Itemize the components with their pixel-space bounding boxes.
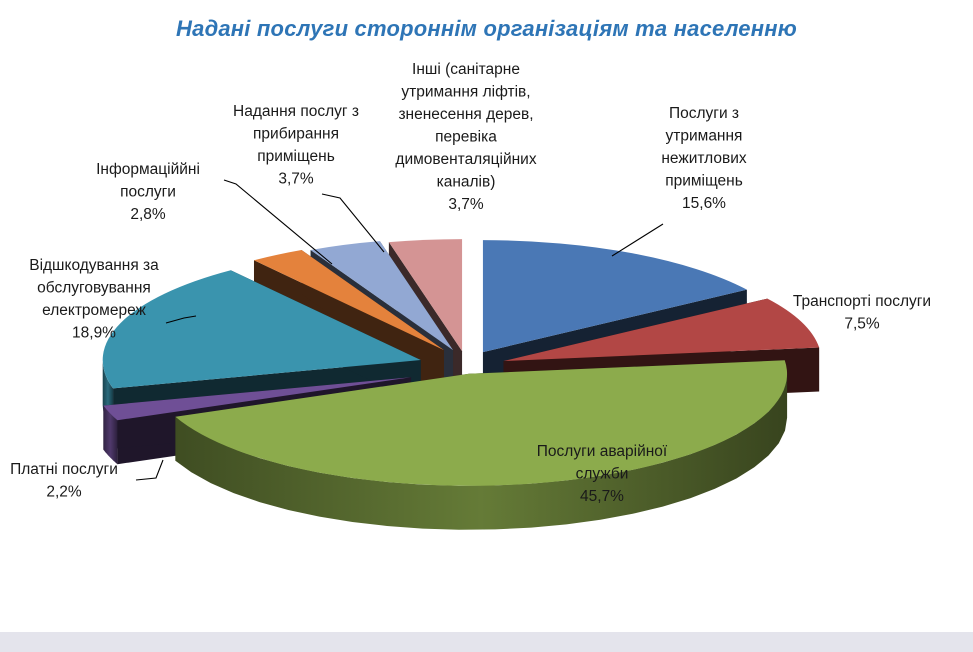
slice-label-0-line-4: 15,6% <box>682 195 726 212</box>
slice-label-4-line-2: електромереж <box>42 302 146 319</box>
slice-label-7: Інші (санітарне утримання ліфтів, зненесен… <box>395 61 536 213</box>
slice-0-top <box>482 240 747 353</box>
slice-label-3: Платні послуги 2,2% <box>10 461 118 501</box>
slice-label-2-line-1: служби <box>576 466 629 483</box>
leader-line-4 <box>165 315 197 324</box>
slice-1-top <box>503 298 820 362</box>
leader-line-6 <box>321 193 385 253</box>
slice-label-7-line-2: зненесення дерев, <box>398 106 533 123</box>
slice-6-top <box>310 241 454 351</box>
slice-label-3-line-0: Платні послуги <box>10 461 118 478</box>
leader-line-3 <box>135 459 164 481</box>
slice-2-outer-wall <box>175 373 788 530</box>
slice-label-5-line-2: 2,8% <box>130 206 166 223</box>
slice-label-1: Транспорті послуги 7,5% <box>793 293 931 333</box>
slice-4-top <box>102 270 421 389</box>
slice-label-1-line-0: Транспорті послуги <box>793 293 931 310</box>
slice-label-6-line-1: прибирання <box>253 126 339 143</box>
slice-label-7-line-6: 3,7% <box>448 196 484 213</box>
slice-label-6-line-0: Надання послуг з <box>233 103 359 120</box>
slice-label-0-line-2: нежитлових <box>661 150 747 167</box>
pie-tops <box>102 239 820 486</box>
slice-label-6: Надання послуг з прибирання приміщень 3,7% <box>233 103 359 188</box>
slice-label-1-line-1: 7,5% <box>844 316 880 333</box>
slice-label-0-line-3: приміщень <box>665 173 743 190</box>
slice-label-2-line-2: 45,7% <box>580 488 624 505</box>
slice-label-2-line-0: Послуги аварійної <box>537 443 668 460</box>
slice-label-5-line-1: послуги <box>120 184 176 201</box>
leader-line-5 <box>223 179 333 265</box>
slice-label-4-line-3: 18,9% <box>72 325 116 342</box>
slice-label-6-line-2: приміщень <box>257 148 335 165</box>
slice-label-2: Послуги аварійної служби 45,7% <box>537 443 668 505</box>
slice-label-0: Послуги з утримання нежитлових приміщень 15,… <box>661 105 747 212</box>
slice-label-0-line-0: Послуги з <box>669 105 739 122</box>
slice-label-6-line-3: 3,7% <box>278 171 314 188</box>
slice-7-top <box>388 239 463 352</box>
slice-label-0-line-1: утримання <box>666 128 743 145</box>
slice-3-outer-wall <box>103 405 118 465</box>
slice-2-top <box>175 360 788 486</box>
chart-title: Надані послуги стороннім організаціям та… <box>176 16 797 41</box>
slice-label-7-line-0: Інші (санітарне <box>412 61 520 78</box>
slice-label-4-line-1: обслуговування <box>37 280 151 297</box>
footer-band <box>0 632 973 652</box>
slice-5-top <box>253 249 444 351</box>
slice-label-7-line-3: перевіка <box>435 129 497 146</box>
slice-labels: Послуги з утримання нежитлових приміщень 15,… <box>10 61 931 505</box>
slice-label-4-line-0: Відшкодування за <box>29 257 159 274</box>
slice-label-7-line-1: утримання ліфтів, <box>401 84 530 101</box>
leader-lines <box>135 179 664 481</box>
slice-3-top <box>103 377 412 421</box>
slice-label-4: Відшкодування за обслуговування електромер… <box>29 257 159 342</box>
slice-label-7-line-4: димовенталяційних <box>395 151 536 168</box>
slice-label-5: Інформаціййні послуги 2,8% <box>96 161 200 223</box>
slice-label-7-line-5: каналів) <box>437 174 496 191</box>
leader-line-0 <box>611 223 664 257</box>
slice-label-5-line-0: Інформаціййні <box>96 161 200 178</box>
slice-label-3-line-1: 2,2% <box>46 484 82 501</box>
